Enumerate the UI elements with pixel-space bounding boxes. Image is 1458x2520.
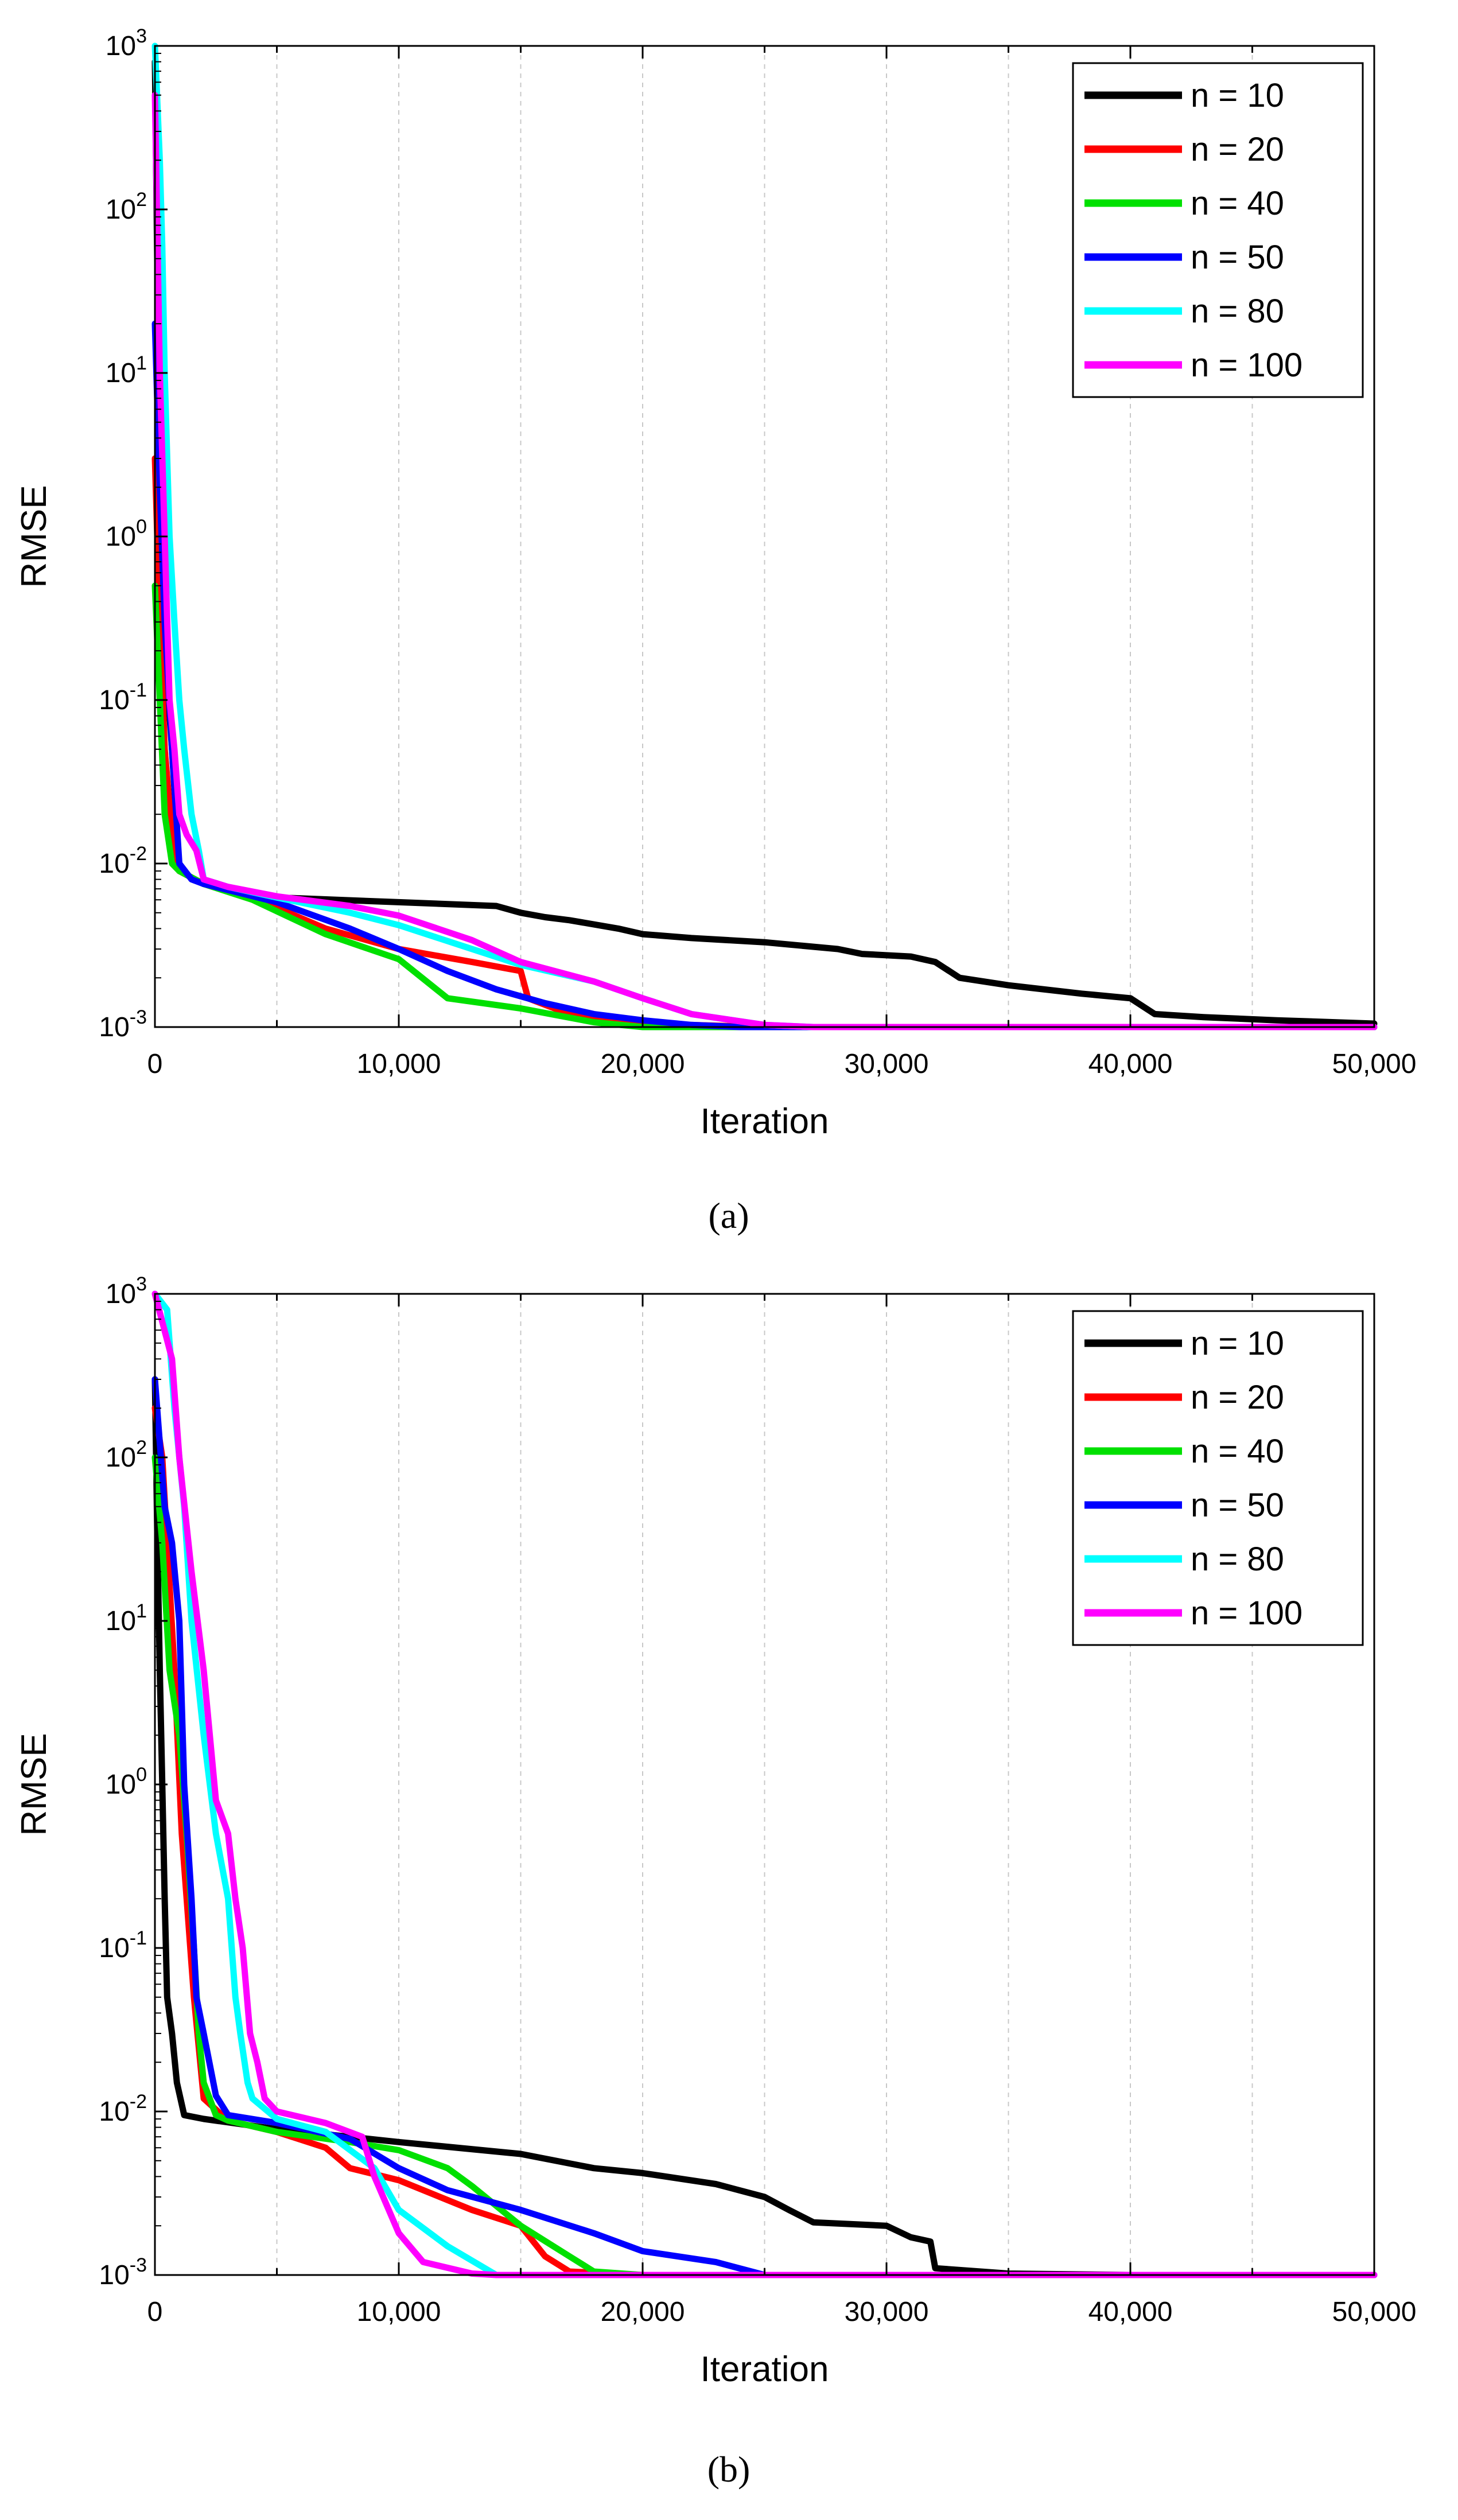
caption-a: (a) <box>708 1195 749 1236</box>
y-tick-label: 103 <box>106 1273 147 1309</box>
y-tick-label: 10-1 <box>99 1927 147 1963</box>
x-tick-label: 20,000 <box>601 1049 685 1079</box>
x-tick-label: 30,000 <box>845 1049 929 1079</box>
legend-label: n = 80 <box>1191 293 1284 330</box>
y-tick-label: 103 <box>106 25 147 61</box>
y-tick-label: 10-2 <box>99 843 147 879</box>
x-tick-label: 10,000 <box>357 1049 441 1079</box>
series-line-n-100 <box>151 92 1378 1030</box>
x-tick-label: 40,000 <box>1088 2297 1173 2327</box>
caption-b: (b) <box>707 2449 751 2490</box>
legend-label: n = 80 <box>1191 1541 1284 1578</box>
y-tick-label: 101 <box>106 1600 147 1636</box>
y-tick-label: 10-3 <box>99 2254 147 2290</box>
legend-box <box>1072 62 1364 398</box>
legend-box <box>1072 1310 1364 1646</box>
x-tick-label: 10,000 <box>357 2297 441 2327</box>
series-line-n-50 <box>151 1376 1378 2278</box>
legend-label: n = 100 <box>1191 1595 1303 1632</box>
y-tick-label: 100 <box>106 1764 147 1800</box>
y-tick-label: 102 <box>106 1437 147 1473</box>
y-tick-label: 101 <box>106 352 147 388</box>
legend-label: n = 40 <box>1191 185 1284 222</box>
x-tick-label: 0 <box>147 1049 163 1079</box>
series-line-n-10 <box>151 1376 1378 2278</box>
y-tick-label: 100 <box>106 516 147 552</box>
chart-panel-a: 0 10,000 20,000 30,000 40,000 50,000 10-3 10-2 1… <box>14 25 1416 1141</box>
series-line-n-40 <box>151 582 1378 1030</box>
chart-panel-b: 0 10,000 20,000 30,000 40,000 50,000 10-3 10-2 1… <box>14 1273 1416 2389</box>
x-tick-label: 30,000 <box>845 2297 929 2327</box>
legend-label: n = 20 <box>1191 131 1284 168</box>
y-tick-label: 102 <box>106 189 147 225</box>
x-tick-label: 20,000 <box>601 2297 685 2327</box>
y-tick-label: 10-2 <box>99 2091 147 2127</box>
y-tick-label: 10-3 <box>99 1006 147 1043</box>
legend-label: n = 10 <box>1191 1325 1284 1362</box>
legend-label: n = 40 <box>1191 1433 1284 1470</box>
series-line-n-100 <box>151 1290 1378 2278</box>
series-line-n-20 <box>151 455 1378 1030</box>
y-axis-title: RMSE <box>14 485 54 588</box>
x-tick-label: 50,000 <box>1332 2297 1417 2327</box>
legend-label: n = 50 <box>1191 1487 1284 1524</box>
legend-label: n = 10 <box>1191 77 1284 114</box>
y-axis-title: RMSE <box>14 1733 54 1835</box>
legend-label: n = 50 <box>1191 239 1284 276</box>
x-tick-label: 40,000 <box>1088 1049 1173 1079</box>
x-axis-title: Iteration <box>700 1102 829 1141</box>
x-tick-label: 0 <box>147 2297 163 2327</box>
y-tick-label: 10-1 <box>99 679 147 715</box>
legend-label: n = 100 <box>1191 347 1303 384</box>
x-axis-title: Iteration <box>700 2350 829 2389</box>
x-tick-label: 50,000 <box>1332 1049 1417 1079</box>
legend-label: n = 20 <box>1191 1379 1284 1416</box>
